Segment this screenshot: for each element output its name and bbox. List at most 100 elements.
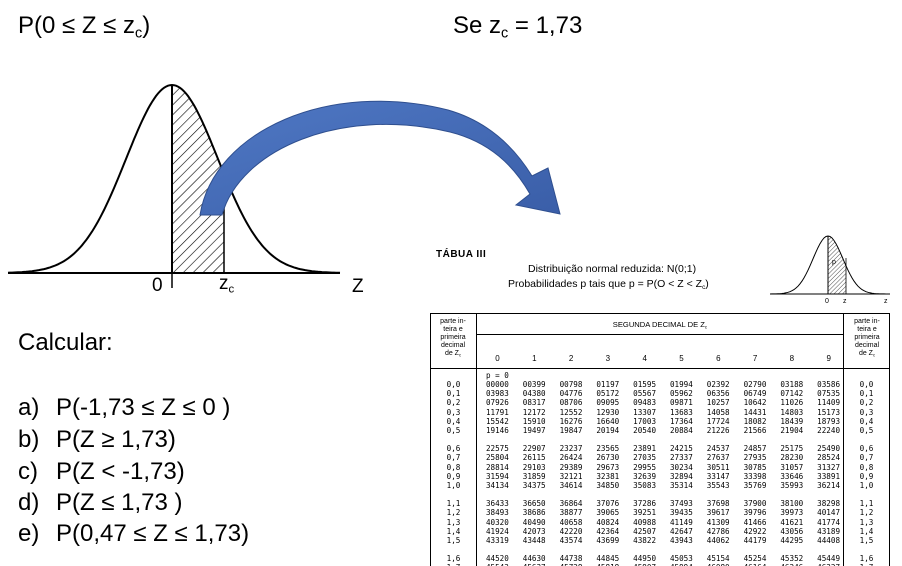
table-row: 1,4 41924 42073 42220 42364 42507 42647 42786 42…: [431, 527, 889, 536]
mini-zero-label: 0: [825, 298, 829, 305]
table-cell: 31327: [817, 462, 841, 472]
table-cell: 18439: [780, 416, 804, 426]
table-row: 1,5 43319 43448 43574 43699 43822 43943 44062 44…: [431, 536, 889, 545]
table-cell: 19847: [559, 426, 583, 435]
table-cell: 37493: [669, 499, 693, 509]
row-z-left: 0,5: [446, 426, 461, 435]
table-cell: 07535: [817, 389, 841, 399]
table-cell: 12552: [559, 407, 583, 417]
table-cell: 40490: [522, 517, 546, 527]
table-cell: 12172: [522, 407, 546, 417]
table-cell: 22575: [485, 444, 509, 454]
row-z-left: 0,8: [446, 462, 461, 472]
table-row: 0,6 22575 22907 23237 23565 23891 24215 24537 24…: [431, 444, 889, 453]
table-cell: 36433: [485, 499, 509, 509]
table-cell: 23565: [596, 444, 620, 454]
option-a: a) P(-1,73 ≤ Z ≤ 0 ): [18, 394, 231, 421]
table-cell: 08317: [522, 398, 546, 408]
table-cell: 27337: [669, 453, 693, 463]
zc-label: zc: [219, 273, 235, 296]
table-cell: 20884: [669, 426, 693, 435]
column-header: 4: [642, 354, 647, 363]
row-z-left: 1,6: [446, 554, 461, 564]
table-cell: 40658: [559, 517, 583, 527]
table-cell: 37286: [633, 499, 657, 509]
row-z-right: 0,2: [859, 398, 874, 408]
table-cell: 20194: [596, 426, 620, 435]
table-cell: 26424: [559, 453, 583, 463]
table-cell: 10642: [743, 398, 767, 408]
row-z-right: 0,6: [859, 444, 874, 454]
table-subtitle-2: Probabilidades p tais que p = P(O < Z < …: [508, 278, 709, 291]
table-row: 0,5 19146 19497 19847 20194 20540 20884 21226 21…: [431, 426, 889, 435]
table-cell: 16276: [559, 416, 583, 426]
table-cell: 33891: [817, 471, 841, 481]
table-cell: 44520: [485, 554, 509, 564]
table-cell: 45154: [706, 554, 730, 564]
table-columns-rule: [431, 368, 889, 369]
table-cell: 15910: [522, 416, 546, 426]
probability-formula: P(0 ≤ Z ≤ zc): [18, 12, 151, 42]
table-cell: 43056: [780, 526, 804, 536]
table-cell: 40988: [633, 517, 657, 527]
table-row: 0,0 00000 00399 00798 01197 01595 01994 02392 02…: [431, 380, 889, 389]
table-cell: 19497: [522, 426, 546, 435]
table-cell: 27935: [743, 453, 767, 463]
table-cell: 43319: [485, 536, 509, 545]
table-right-divider: [843, 314, 844, 566]
table-cell: 39973: [780, 508, 804, 518]
table-cell: 42073: [522, 526, 546, 536]
table-cell: 15542: [485, 416, 509, 426]
table-cell: 11791: [485, 407, 509, 417]
column-header: 5: [679, 354, 684, 363]
table-cell: 00000: [485, 380, 509, 389]
table-cell: 35769: [743, 481, 767, 490]
row-z-right: 0,0: [859, 380, 874, 389]
table-cell: 07142: [780, 389, 804, 399]
table-cell: 38686: [522, 508, 546, 518]
table-cell: 29955: [633, 462, 657, 472]
table-cell: 46246: [773, 563, 810, 566]
mini-shaded-area: [828, 236, 846, 294]
table-cell: 14058: [706, 407, 730, 417]
bell-curve: [7, 83, 341, 274]
table-cell: 43699: [596, 536, 620, 545]
table-cell: 44179: [743, 536, 767, 545]
table-cell: 13307: [633, 407, 657, 417]
table-cell: 41149: [669, 517, 693, 527]
table-row: 0,7 25804 26115 26424 26730 27035 27337 27637 27…: [431, 453, 889, 462]
table-cell: 45728: [553, 563, 590, 566]
table-row: 1,3 40320 40490 40658 40824 40988 41149 41309 41…: [431, 518, 889, 527]
row-z-right: 0,7: [859, 453, 874, 463]
table-cell: 09483: [633, 398, 657, 408]
table-cell: 44950: [633, 554, 657, 564]
table-cell: 29103: [522, 462, 546, 472]
table-cell: 44845: [596, 554, 620, 564]
table-subtitle-1: Distribuição normal reduzida: N(0;1): [528, 263, 697, 275]
table-cell: 34850: [596, 481, 620, 490]
table-cell: 02790: [743, 380, 767, 389]
right-header: parte in- teira e primeira decimal de Zc: [854, 318, 880, 358]
table-cell: 41621: [780, 517, 804, 527]
table-cell: 32894: [669, 471, 693, 481]
row-z-right: 0,3: [859, 407, 874, 417]
table-cell: 43822: [633, 536, 657, 545]
table-cell: 39251: [633, 508, 657, 518]
table-cell: 45907: [626, 563, 663, 566]
table-cell: 06356: [706, 389, 730, 399]
left-header: parte in- teira e primeira decimal de Zc: [440, 318, 466, 358]
row-z-right: 1,3: [859, 517, 874, 527]
table-cell: 17724: [706, 416, 730, 426]
table-cell: 11026: [780, 398, 804, 408]
table-header-rule: [476, 334, 844, 335]
table-cell: 09871: [669, 398, 693, 408]
table-cell: 29389: [559, 462, 583, 472]
table-cell: 25804: [485, 453, 509, 463]
table-cell: 30511: [706, 462, 730, 472]
row-z-left: 1,2: [446, 508, 461, 518]
table-cell: 45543: [479, 563, 516, 566]
table-cell: 09095: [596, 398, 620, 408]
table-cell: 45352: [780, 554, 804, 564]
table-cell: 04380: [522, 389, 546, 399]
table-cell: 15173: [817, 407, 841, 417]
